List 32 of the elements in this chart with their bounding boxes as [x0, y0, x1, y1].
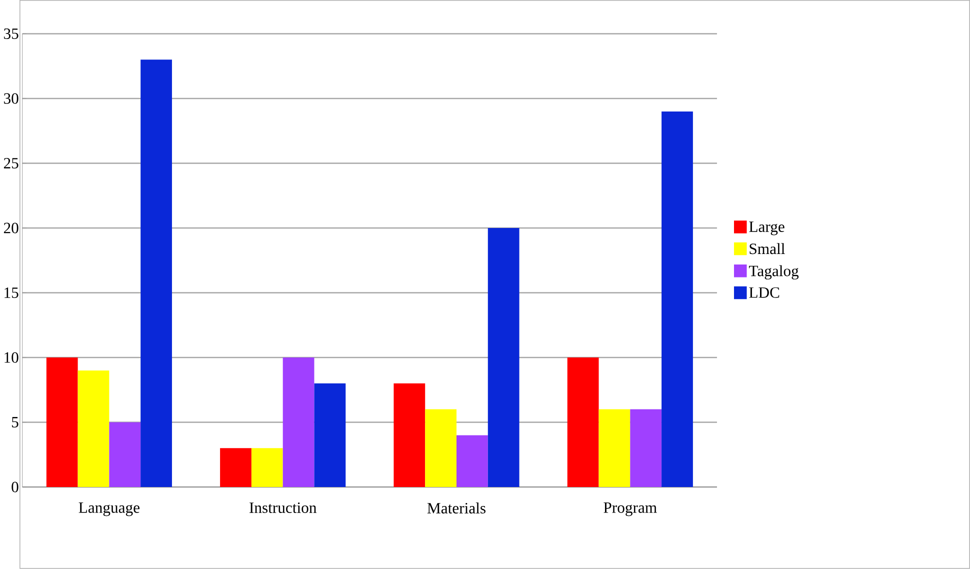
bar: [456, 435, 488, 488]
bar: [314, 383, 346, 488]
y-tick-label: 35: [4, 28, 18, 40]
x-tick-label: Program: [604, 502, 657, 516]
bar: [140, 60, 172, 488]
bar: [78, 370, 110, 488]
legend-label: Large: [749, 222, 784, 236]
bar: [488, 228, 520, 488]
legend-label: Small: [750, 243, 785, 254]
y-tick-label: 10: [4, 352, 18, 363]
y-tick-label: 25: [4, 158, 18, 169]
legend-label: LDC: [749, 287, 780, 298]
x-tick-label: Language: [78, 502, 140, 516]
bar: [282, 358, 314, 488]
y-tick-label: 0: [12, 482, 18, 492]
y-tick-label: 20: [4, 222, 18, 234]
bar: [598, 409, 630, 488]
x-tick-label: Instruction: [250, 502, 316, 514]
y-tick-label: 5: [12, 417, 18, 428]
y-tick-label: 30: [4, 93, 18, 104]
bar: [251, 448, 283, 488]
bar: [220, 448, 252, 488]
legend-label: Tagalog: [748, 265, 799, 280]
bar: [567, 358, 599, 488]
y-tick-label: 15: [4, 288, 18, 298]
bar: [394, 383, 426, 488]
bar: [425, 409, 456, 488]
bar: [662, 112, 693, 488]
bar: [46, 358, 78, 488]
x-tick-label: Materials: [427, 502, 486, 514]
bar: [630, 409, 662, 488]
bar: [109, 422, 141, 488]
